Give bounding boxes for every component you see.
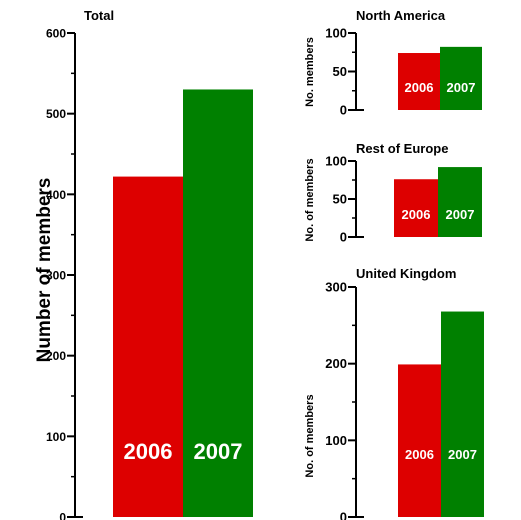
bar-2006: [398, 53, 440, 110]
tick-label: 0: [340, 103, 347, 118]
bar-label-2006: 2006: [405, 80, 434, 95]
tick-label: 50: [333, 64, 347, 79]
tick-label: 100: [325, 154, 347, 169]
bar-label-2007: 2007: [194, 439, 243, 464]
bar-label-2007: 2007: [447, 80, 476, 95]
bar-label-2006: 2006: [405, 447, 434, 462]
bar-2006: [113, 176, 183, 517]
bar-2006: [398, 364, 441, 517]
chart-north-america: 2006 2007 0 50 100 North America No. members: [304, 8, 482, 118]
tick-label: 300: [46, 269, 66, 283]
bar-2006: [394, 179, 438, 237]
shared-y-axis-label: Number of members: [34, 178, 55, 363]
bar-label-2007: 2007: [448, 447, 477, 462]
bar-label-2007: 2007: [446, 207, 475, 222]
bar-2007: [438, 167, 482, 237]
y-axis-label: No. of members: [304, 394, 316, 477]
bar-2007: [441, 311, 484, 517]
tick-label: 600: [46, 27, 66, 41]
tick-label: 200: [46, 349, 66, 363]
chart-total: 2006 2007 0 100 200 300 400 500 600 Total: [46, 8, 253, 520]
chart-title: North America: [356, 8, 446, 23]
chart-title: Rest of Europe: [356, 141, 448, 156]
tick-label: 0: [340, 510, 347, 520]
tick-label: 400: [46, 188, 66, 202]
tick-label: 300: [325, 280, 347, 295]
chart-united-kingdom: 2006 2007 0 100 200 300 United Kingdom No. of m…: [304, 266, 484, 520]
bar-2007: [183, 89, 253, 517]
chart-rest-of-europe: 2006 2007 0 50 100 Rest of Europe No. of membe…: [304, 141, 482, 245]
chart-title: Total: [84, 8, 114, 23]
y-axis-label: No. members: [304, 37, 316, 107]
chart-title: United Kingdom: [356, 266, 456, 281]
y-axis-label: No. of members: [304, 158, 316, 241]
tick-label: 100: [325, 26, 347, 41]
bar-label-2006: 2006: [124, 439, 173, 464]
bar-label-2006: 2006: [402, 207, 431, 222]
bar-2007: [440, 46, 482, 110]
tick-label: 100: [46, 430, 66, 444]
tick-label: 200: [325, 356, 347, 371]
tick-label: 500: [46, 107, 66, 121]
tick-label: 0: [340, 230, 347, 245]
tick-label: 0: [59, 511, 66, 520]
tick-label: 50: [333, 192, 347, 207]
tick-label: 100: [325, 433, 347, 448]
